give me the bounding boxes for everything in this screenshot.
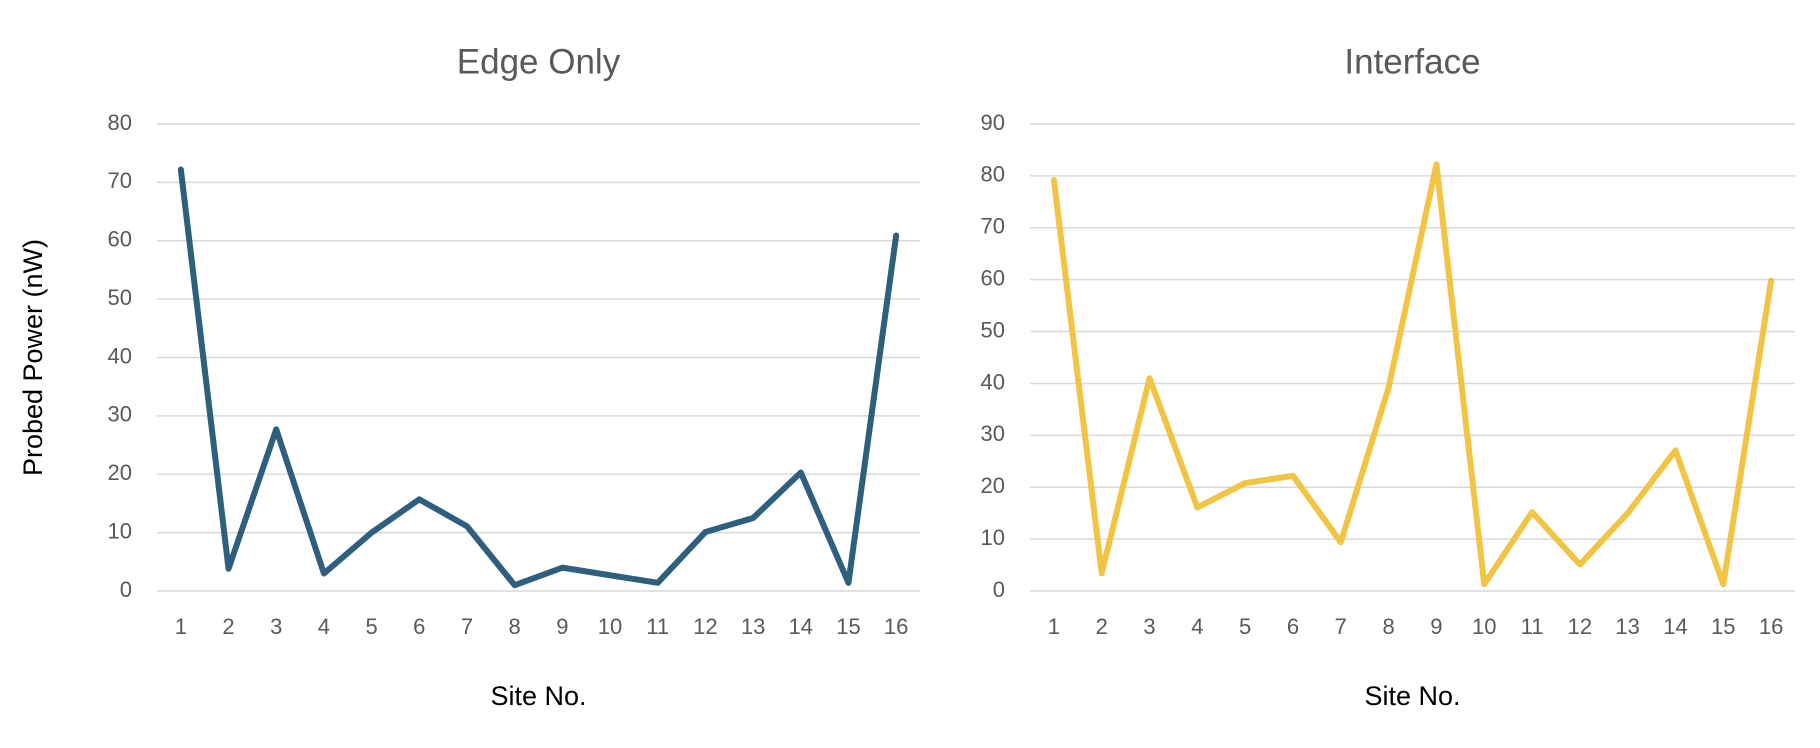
x-tick-label: 10 — [598, 614, 622, 639]
y-tick-label: 50 — [108, 285, 132, 310]
y-tick-label: 40 — [981, 369, 1005, 394]
y-tick-label: 60 — [108, 227, 132, 252]
x-tick-label: 9 — [556, 614, 568, 639]
y-tick-label: 60 — [981, 265, 1005, 290]
x-tick-label: 3 — [270, 614, 282, 639]
y-tick-label: 90 — [981, 110, 1005, 135]
x-tick-label: 2 — [1096, 614, 1108, 639]
x-tick-label: 4 — [318, 614, 330, 639]
chart-title: Edge Only — [457, 42, 621, 81]
x-tick-label: 8 — [509, 614, 521, 639]
x-tick-label: 5 — [365, 614, 377, 639]
x-tick-label: 9 — [1430, 614, 1442, 639]
y-tick-label: 20 — [108, 460, 132, 485]
x-tick-label: 3 — [1143, 614, 1155, 639]
x-tick-label: 13 — [1615, 614, 1639, 639]
y-tick-label: 20 — [981, 473, 1005, 498]
y-tick-label: 80 — [981, 162, 1005, 187]
y-tick-label: 30 — [981, 421, 1005, 446]
x-tick-label: 10 — [1472, 614, 1496, 639]
y-tick-label: 40 — [108, 343, 132, 368]
chart-title: Interface — [1344, 42, 1480, 81]
x-tick-label: 14 — [789, 614, 813, 639]
x-tick-label: 5 — [1239, 614, 1251, 639]
y-tick-label: 0 — [993, 577, 1005, 602]
x-tick-label: 8 — [1382, 614, 1394, 639]
x-tick-label: 15 — [1711, 614, 1735, 639]
x-axis-label: Site No. — [1364, 681, 1460, 711]
x-tick-label: 1 — [175, 614, 187, 639]
x-tick-label: 11 — [1521, 614, 1544, 639]
y-tick-label: 10 — [981, 525, 1005, 550]
x-tick-label: 16 — [1759, 614, 1783, 639]
x-tick-label: 11 — [646, 614, 669, 639]
x-tick-label: 14 — [1663, 614, 1687, 639]
x-tick-label: 12 — [693, 614, 717, 639]
x-tick-label: 6 — [1287, 614, 1299, 639]
x-tick-label: 1 — [1048, 614, 1060, 639]
y-axis-label: Probed Power (nW) — [18, 239, 48, 476]
y-tick-label: 30 — [108, 402, 132, 427]
y-tick-label: 80 — [108, 110, 132, 135]
x-tick-label: 16 — [884, 614, 908, 639]
y-tick-label: 10 — [108, 518, 132, 543]
series-line — [1050, 161, 1775, 588]
x-tick-label: 12 — [1568, 614, 1592, 639]
x-tick-label: 2 — [222, 614, 234, 639]
x-tick-label: 13 — [741, 614, 765, 639]
y-tick-label: 70 — [108, 168, 132, 193]
x-axis-label: Site No. — [490, 681, 586, 711]
y-tick-label: 0 — [120, 577, 132, 602]
x-tick-label: 7 — [1335, 614, 1347, 639]
y-tick-label: 50 — [981, 317, 1005, 342]
x-tick-label: 4 — [1191, 614, 1203, 639]
x-tick-label: 6 — [413, 614, 425, 639]
y-tick-label: 70 — [981, 214, 1005, 239]
series-line — [177, 166, 900, 589]
x-tick-label: 7 — [461, 614, 473, 639]
x-tick-label: 15 — [836, 614, 860, 639]
